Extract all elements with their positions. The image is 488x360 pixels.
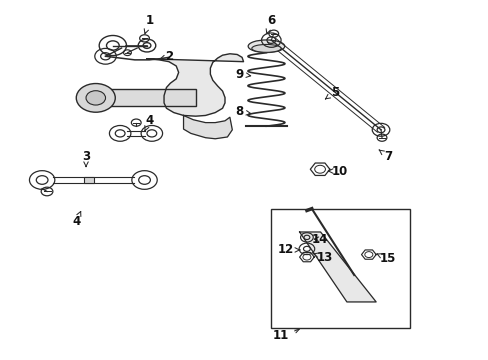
Ellipse shape [247, 40, 284, 53]
Text: 12: 12 [277, 243, 299, 256]
Polygon shape [299, 232, 375, 302]
Text: 6: 6 [265, 14, 275, 33]
Circle shape [76, 84, 115, 112]
Text: 11: 11 [272, 329, 299, 342]
Polygon shape [183, 116, 232, 139]
Text: 4: 4 [72, 211, 81, 228]
Text: 9: 9 [235, 68, 250, 81]
Circle shape [86, 91, 105, 105]
Text: 8: 8 [235, 105, 250, 118]
Text: 5: 5 [325, 86, 338, 99]
Text: 14: 14 [311, 233, 327, 246]
Text: 15: 15 [376, 252, 396, 265]
Text: 2: 2 [159, 50, 173, 63]
Text: 3: 3 [82, 150, 90, 166]
Bar [83, 177, 94, 183]
Text: 13: 13 [313, 251, 332, 264]
Polygon shape [147, 54, 243, 116]
Text: 4: 4 [144, 114, 153, 131]
Ellipse shape [251, 44, 281, 52]
Text: 10: 10 [327, 165, 347, 177]
Text: 1: 1 [144, 14, 153, 33]
Bar [271, 210, 409, 328]
Text: 7: 7 [378, 150, 391, 163]
Bar [88, 89, 195, 107]
